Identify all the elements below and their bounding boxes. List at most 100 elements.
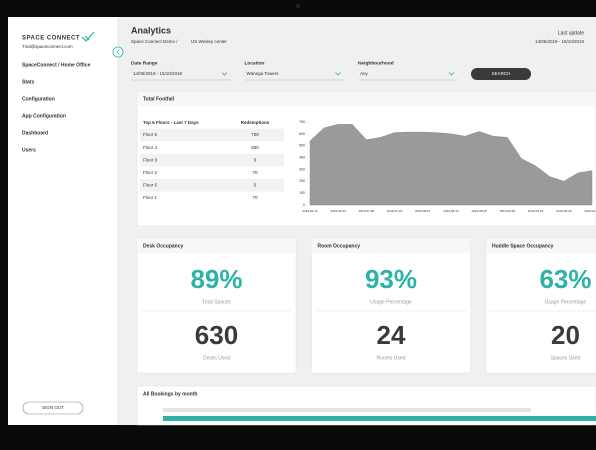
table-cell: 5: [254, 183, 257, 188]
last-update-label: Last update: [558, 30, 584, 36]
filter-label: Date Range: [131, 60, 158, 66]
card-title: All Bookings by month: [143, 391, 197, 397]
sidebar-toggle[interactable]: [112, 46, 124, 58]
nav-item[interactable]: SpaceConnect / Home Office: [22, 62, 91, 68]
kpi-percent: 89%: [190, 264, 242, 294]
y-tick-label: 100: [299, 191, 305, 195]
last-update: 14/06/2019 - 15/10/2019: [535, 39, 585, 44]
breadcrumb-link[interactable]: US Wesley center: [191, 39, 227, 44]
x-tick-label: 2019-08-25: [472, 209, 488, 213]
card-header: [137, 92, 596, 106]
kpi-percent: 63%: [539, 264, 591, 294]
kpi-percent-label: Usage Percentage: [545, 299, 587, 305]
dropdown-arrow: [448, 72, 455, 76]
filter-value: Wanega Towers: [247, 71, 280, 76]
sign-out-label: SIGN OUT: [42, 405, 64, 410]
y-tick-label: 400: [299, 155, 305, 159]
nav-item[interactable]: Dashboard: [22, 130, 48, 136]
card-title: Total Footfall: [143, 96, 175, 102]
table-row: [140, 191, 284, 205]
sign-out-button[interactable]: [22, 401, 84, 415]
kpi-percent-label: Total Spaces: [202, 299, 231, 305]
x-tick-label: 2019-06-26: [331, 209, 347, 213]
area: [309, 124, 593, 206]
x-tick-label: 2019-07-20: [387, 209, 403, 213]
kpi-percent-label: Usage Percentage: [370, 299, 412, 305]
table-cell: 5: [254, 157, 257, 162]
table-row: [140, 141, 284, 154]
kpi-count: 630: [195, 320, 238, 350]
x-tick-label: 2019-08-01: [415, 209, 431, 213]
x-tick-label: 2019-08-13: [443, 209, 459, 213]
x-tick-label: 2019-10-12: [584, 209, 596, 213]
search-button[interactable]: [471, 68, 531, 80]
kpi-title: Desk Occupancy: [143, 243, 184, 249]
toggle-icon: [116, 49, 120, 55]
filter-value: 14/06/2019 - 15/10/2019: [133, 71, 183, 76]
kpi-count-label: Rooms Used: [377, 355, 406, 361]
table-cell: 800: [251, 145, 259, 150]
search-label: SEARCH: [492, 71, 511, 76]
user-email: Trial@spaceconnect.com: [22, 44, 73, 49]
filter-dropdown[interactable]: [131, 68, 231, 80]
table-cell: 70: [252, 170, 258, 175]
kpi-count-label: Desks Used: [203, 355, 230, 361]
kpi-count: 24: [377, 320, 406, 350]
table-cell: 70: [252, 195, 258, 200]
kpi-title: Room Occupancy: [318, 243, 361, 249]
filter-dropdown[interactable]: [358, 68, 458, 80]
nav-item[interactable]: App Configuration: [22, 113, 66, 119]
table-cell: Floor 6: [143, 132, 158, 137]
breadcrumb: Space Connect Demo /: [131, 39, 178, 44]
x-tick-label: 2019-06-14: [302, 209, 318, 213]
y-tick-label: 500: [299, 144, 305, 148]
nav-item[interactable]: Stats: [22, 79, 34, 85]
table-row: [140, 179, 284, 192]
y-tick-label: 0: [303, 203, 305, 207]
y-tick-label: 300: [299, 167, 305, 171]
filter-label: Neighbourhood: [358, 60, 394, 66]
table-cell: Floor 3: [143, 157, 158, 162]
kpi-count: 20: [551, 320, 580, 350]
dropdown-arrow: [335, 72, 341, 76]
nav-item[interactable]: Configuration: [22, 96, 55, 102]
kpi-card: [311, 237, 471, 374]
camera: [296, 4, 300, 8]
kpi-title: Huddle Space Occupancy: [492, 243, 554, 249]
y-tick-label: 600: [299, 132, 305, 136]
x-tick-label: 2019-09-30: [556, 209, 572, 213]
y-tick-label: 200: [299, 179, 305, 183]
filter-value: Any: [360, 71, 369, 76]
table-cell: Floor 2: [143, 170, 158, 175]
x-tick-label: 2019-09-18: [528, 209, 544, 213]
bookings-bar-track: [163, 408, 531, 412]
filter-dropdown[interactable]: [244, 68, 345, 80]
table-header: Redemptions: [241, 120, 270, 125]
brand-logo: [81, 31, 95, 42]
dropdown-arrow: [221, 72, 228, 76]
table-header: Top 6 Floors - Last 7 Days: [143, 120, 199, 125]
sidebar: [8, 17, 118, 425]
table-row: [140, 166, 284, 180]
table-cell: Floor 5: [143, 183, 158, 188]
bookings-bar-fill: [163, 416, 596, 421]
kpi-card: [136, 237, 297, 374]
card-header: [137, 238, 296, 253]
filter-label: Location: [245, 60, 265, 66]
table-cell: Floor 1: [143, 195, 158, 200]
card-header: [486, 238, 596, 253]
kpi-count-label: Spaces Used: [551, 355, 581, 361]
x-tick-label: 2019-07-08: [359, 209, 375, 213]
x-tick-label: 2019-09-06: [500, 209, 516, 213]
card-header: [311, 238, 471, 253]
page-title: Analytics: [131, 25, 171, 35]
kpi-percent: 93%: [365, 264, 417, 294]
nav-item[interactable]: Users: [22, 147, 36, 153]
kpi-card: [485, 237, 596, 374]
table-cell: Floor 4: [143, 145, 158, 150]
y-tick-label: 700: [299, 120, 305, 124]
table-row: [140, 153, 284, 167]
brand: SPACE CONNECT: [22, 36, 80, 42]
table-cell: 700: [251, 132, 259, 137]
